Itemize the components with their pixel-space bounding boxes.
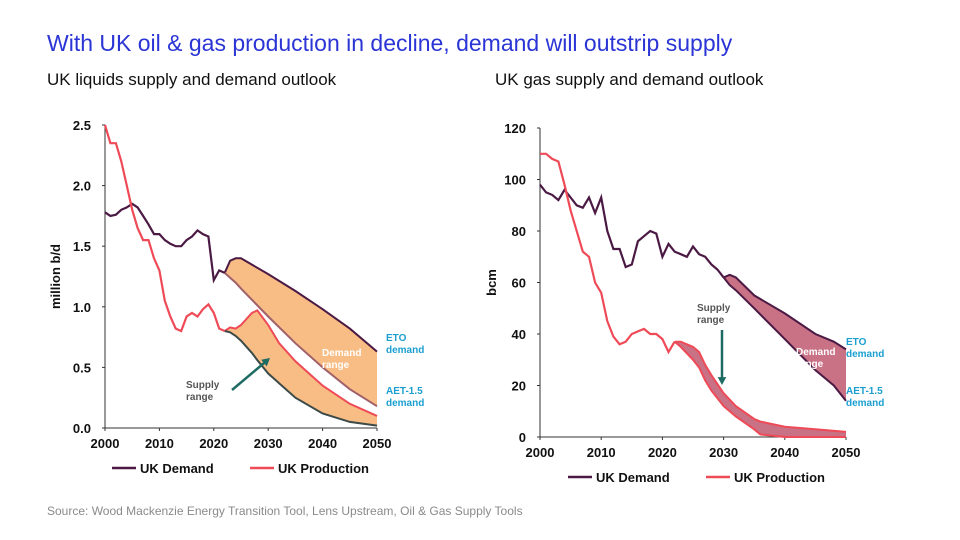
x-tick-label: 2020: [199, 436, 228, 451]
x-tick-label: 2040: [308, 436, 337, 451]
range-upper-line: [223, 257, 378, 353]
range-area: [674, 341, 846, 437]
x-tick-label: 2020: [648, 445, 677, 460]
y-tick-label: 60: [512, 276, 526, 291]
range-lower-line: [722, 276, 847, 402]
y-tick-label: 0: [519, 430, 526, 445]
range-upper-line: [674, 340, 847, 433]
range-area: [224, 258, 377, 407]
range-label: Supply range: [697, 303, 731, 326]
y-tick-label: 40: [512, 327, 526, 342]
x-tick-label: 2040: [770, 445, 799, 460]
y-tick-label: 1.5: [73, 239, 91, 254]
chart-title: UK liquids supply and demand outlook: [47, 70, 337, 89]
y-tick-label: 20: [512, 379, 526, 394]
y-tick-label: 0.5: [73, 360, 91, 375]
y-tick-label: 1.0: [73, 300, 91, 315]
x-tick-label: 2030: [709, 445, 738, 460]
source: Source: Wood Mackenzie Energy Transition…: [47, 504, 523, 518]
range-lower-line: [224, 272, 378, 408]
y-axis-label: bcm: [484, 269, 499, 296]
slide-title: With UK oil & gas production in decline,…: [47, 30, 733, 56]
x-tick-label: 2010: [145, 436, 174, 451]
series-line: [103, 124, 226, 333]
series-line: [539, 184, 725, 279]
y-tick-label: 120: [504, 121, 526, 136]
x-tick-label: 2000: [526, 445, 555, 460]
y-tick-label: 2.5: [73, 118, 91, 133]
y-axis-label: million b/d: [48, 244, 63, 309]
y-tick-label: 100: [504, 173, 526, 188]
x-tick-label: 2000: [91, 436, 120, 451]
x-tick-label: 2030: [254, 436, 283, 451]
legend-label: UK Production: [734, 470, 825, 485]
x-tick-label: 2050: [832, 445, 861, 460]
series-line: [104, 202, 226, 284]
chart-title: UK gas supply and demand outlook: [495, 70, 764, 89]
y-tick-label: 0.0: [73, 421, 91, 436]
range-upper-line: [224, 309, 378, 417]
range-lower-line: [673, 340, 846, 438]
y-tick-label: 2.0: [73, 179, 91, 194]
line-annotation: ETO demand: [846, 337, 885, 360]
x-tick-label: 2010: [587, 445, 616, 460]
arrow-head: [717, 377, 727, 385]
legend-label: UK Production: [278, 461, 369, 476]
line-annotation: ETO demand: [386, 333, 425, 356]
range-lower-line: [224, 330, 378, 427]
y-tick-label: 80: [512, 224, 526, 239]
range-label: Supply range: [186, 380, 220, 403]
arrow-shaft: [231, 360, 267, 391]
legend-label: UK Demand: [140, 461, 214, 476]
series-line: [540, 152, 676, 355]
line-annotation: AET-1.5 demand: [846, 386, 885, 409]
range-label: Demand range: [796, 347, 836, 370]
x-tick-label: 2050: [363, 436, 392, 451]
line-annotation: AET-1.5 demand: [386, 386, 425, 409]
arrow-head: [261, 358, 270, 367]
legend-label: UK Demand: [596, 470, 670, 485]
range-upper-line: [723, 273, 847, 351]
range-label: Demand range: [322, 348, 362, 371]
